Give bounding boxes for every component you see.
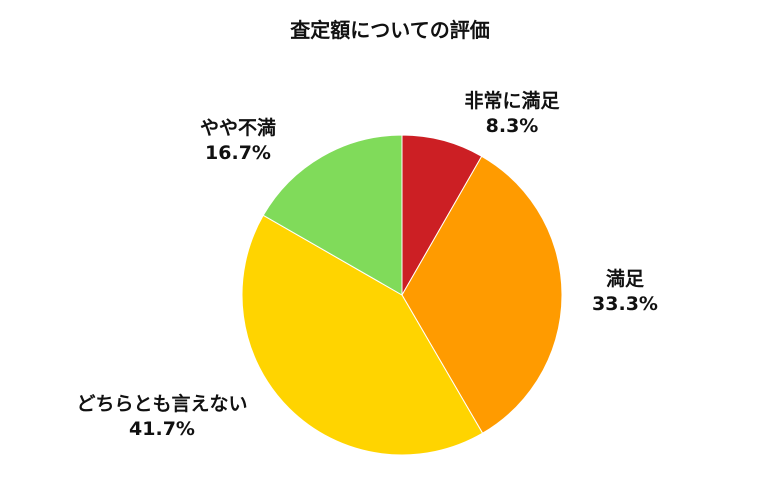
pie-slice xyxy=(401,155,563,434)
slice-value-label: 16.7% xyxy=(205,142,271,164)
pie-slice xyxy=(262,134,403,296)
slice-value-label: 33.3% xyxy=(592,293,658,315)
slice-label: やや不満 xyxy=(200,117,276,139)
slice-value-label: 8.3% xyxy=(486,115,539,137)
slice-label: 非常に満足 xyxy=(464,89,560,112)
slice-label: どちらとも言えない xyxy=(76,392,247,415)
pie-slice xyxy=(241,214,484,456)
slice-label: 満足 xyxy=(606,268,645,290)
slice-value-label: 41.7% xyxy=(129,418,195,440)
chart-title: 査定額についての評価 xyxy=(290,18,490,42)
